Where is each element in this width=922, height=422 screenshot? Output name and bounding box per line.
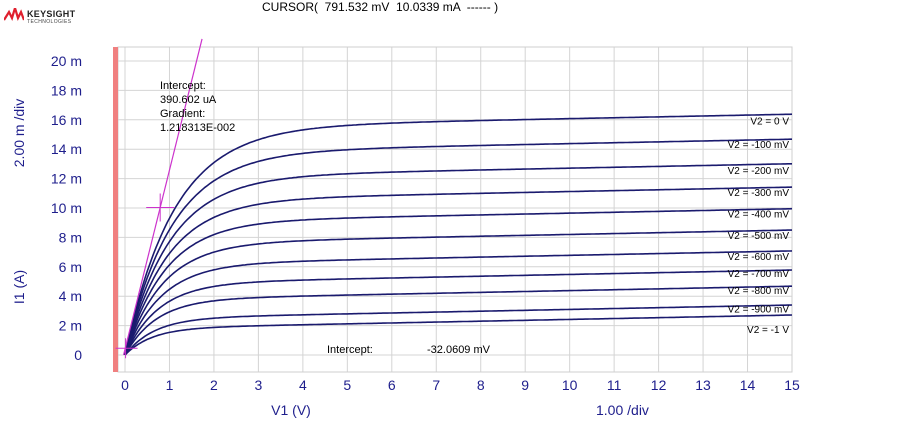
cursor-readout: CURSOR( 791.532 mV 10.0339 mA ------ ) — [262, 0, 499, 14]
series-line[interactable] — [124, 207, 793, 356]
y-tick-label: 2 m — [59, 318, 82, 334]
series-label: V2 = -200 mV — [728, 166, 790, 177]
series-line[interactable] — [124, 250, 793, 356]
logo-subtext: TECHNOLOGIES — [27, 19, 72, 25]
y-tick-label: 0 — [74, 347, 82, 363]
y-tick-label: 8 m — [59, 229, 82, 245]
x-tick-label: 11 — [607, 377, 622, 393]
series-curves — [124, 113, 793, 356]
annotation-intercept-value: 390.602 uA — [160, 94, 217, 106]
x-tick-label: 5 — [343, 377, 351, 393]
tangent-annotation: Intercept: 390.602 uA Gradient: 1.218313… — [160, 80, 235, 134]
y-tick-label: 20 m — [51, 53, 82, 69]
series-line[interactable] — [124, 269, 793, 356]
annotation-gradient-value: 1.218313E-002 — [160, 122, 235, 134]
series-label: V2 = -600 mV — [728, 252, 790, 263]
x-tick-label: 1 — [166, 377, 174, 393]
series-line[interactable] — [124, 163, 792, 356]
y-tick-label: 6 m — [59, 259, 82, 275]
x-tick-label: 7 — [432, 377, 440, 393]
x-tick-label: 15 — [784, 377, 800, 393]
series-label: V2 = -900 mV — [728, 305, 790, 316]
series-line[interactable] — [124, 314, 793, 356]
x-tick-label: 9 — [521, 377, 529, 393]
x-tick-label: 8 — [477, 377, 485, 393]
tangent-line[interactable] — [122, 38, 203, 356]
series-label: V2 = -700 mV — [728, 269, 790, 280]
plot-border — [117, 46, 793, 373]
y-tick-label: 18 m — [51, 82, 82, 98]
y-tick-label: 14 m — [51, 141, 82, 157]
x-tick-label: 4 — [299, 377, 307, 393]
y-tick-label: 16 m — [51, 112, 82, 128]
curve-labels: V2 = 0 V V2 = -100 mV V2 = -200 mV V2 = -30… — [728, 117, 790, 336]
series-line[interactable] — [124, 186, 793, 356]
series-line[interactable] — [124, 229, 792, 356]
y-tick-label: 4 m — [59, 288, 82, 304]
series-line[interactable] — [124, 113, 793, 356]
keysight-logo: KEYSIGHT TECHNOLOGIES — [4, 4, 84, 26]
series-label: V2 = 0 V — [750, 117, 789, 128]
x-tick-label: 14 — [740, 377, 756, 393]
x-tick-label: 12 — [651, 377, 667, 393]
y-div-label: 2.00 m /div — [11, 99, 27, 167]
x-tick-label: 10 — [562, 377, 578, 393]
series-label: V2 = -800 mV — [728, 286, 790, 297]
series-label: V2 = -1 V — [747, 325, 789, 336]
x-tick-label: 0 — [121, 377, 129, 393]
series-line[interactable] — [124, 304, 793, 356]
logo-wordmark: KEYSIGHT — [27, 9, 76, 19]
annotation-gradient-label: Gradient: — [160, 108, 205, 120]
x-axis-ticks: 0 1 2 3 4 5 6 7 8 9 10 11 12 13 14 15 — [121, 377, 800, 393]
series-label: V2 = -400 mV — [728, 209, 790, 220]
left-marker-bar[interactable] — [113, 47, 118, 372]
x-div-label: 1.00 /div — [596, 402, 649, 418]
y-tick-label: 10 m — [51, 200, 82, 216]
x-tick-label: 6 — [388, 377, 396, 393]
annotation-intercept-label: Intercept: — [160, 80, 206, 92]
series-label: V2 = -100 mV — [728, 140, 790, 151]
y-tick-label: 12 m — [51, 171, 82, 187]
series-line[interactable] — [124, 285, 792, 356]
x-intercept-value: -32.0609 mV — [427, 344, 491, 356]
x-tick-label: 13 — [695, 377, 711, 393]
tangent-group — [115, 38, 203, 359]
x-tick-label: 2 — [210, 377, 218, 393]
x-intercept-label: Intercept: — [327, 344, 373, 356]
y-axis-ticks: 0 2 m 4 m 6 m 8 m 10 m 12 m 14 m 16 m 18 m 20 m — [51, 53, 82, 363]
keysight-wave-icon — [4, 8, 24, 21]
series-line[interactable] — [124, 138, 792, 356]
x-axis-label: V1 (V) — [271, 402, 311, 418]
y-axis-label: I1 (A) — [11, 270, 27, 304]
series-label: V2 = -500 mV — [728, 231, 790, 242]
x-tick-label: 3 — [255, 377, 263, 393]
series-label: V2 = -300 mV — [728, 188, 790, 199]
chart-grid — [118, 47, 793, 372]
